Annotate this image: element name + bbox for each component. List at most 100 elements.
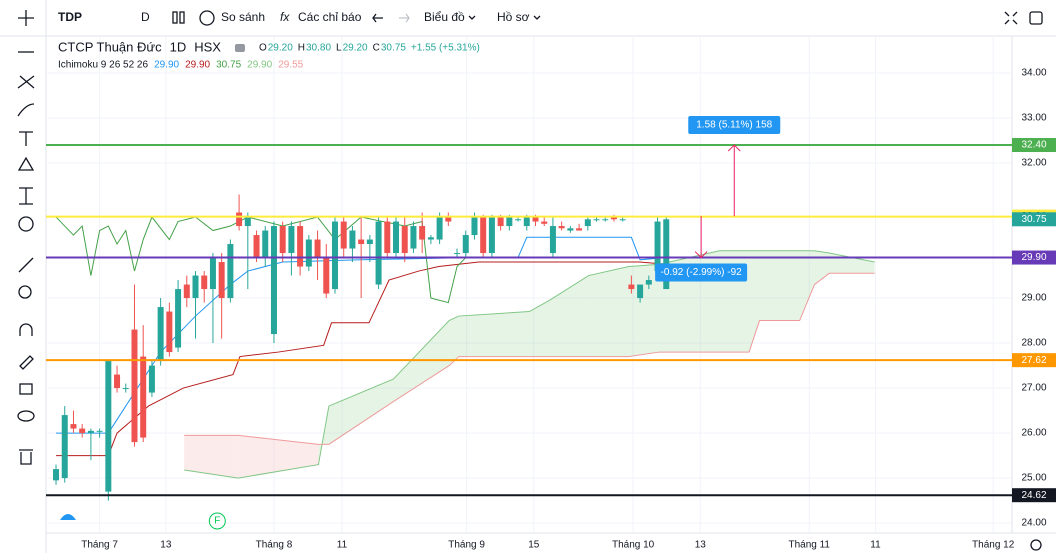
- symbol[interactable]: TDP: [58, 10, 82, 24]
- pattern-tool[interactable]: [17, 156, 35, 171]
- level-label-bg: [1012, 138, 1056, 153]
- draw-lock[interactable]: [19, 355, 34, 370]
- left-toolbar: [17, 10, 35, 465]
- cloud-span: [184, 272, 875, 445]
- candle-body: [663, 219, 670, 290]
- undo[interactable]: [372, 13, 383, 23]
- legend-toggle: [234, 44, 245, 52]
- candle-body: [532, 217, 539, 222]
- profile-menu[interactable]: Hồ sơ: [497, 10, 530, 24]
- legend-text: L: [336, 43, 342, 54]
- candle-body: [488, 217, 495, 254]
- measure-label: 1.58 (5.11%) 158: [696, 120, 772, 131]
- candle-body: [637, 284, 644, 299]
- cloud-segment: [799, 250, 815, 321]
- candle-body: [192, 275, 199, 299]
- candle-body: [157, 307, 164, 362]
- snapshot[interactable]: [1029, 11, 1043, 25]
- crosshair[interactable]: [18, 10, 34, 26]
- magnet[interactable]: [19, 323, 33, 336]
- legend-text: CTCP Thuận Đức: [58, 39, 162, 54]
- level-label: 32.40: [1021, 140, 1046, 151]
- candle-body: [401, 226, 408, 254]
- settings[interactable]: [1030, 539, 1042, 551]
- candle-body: [175, 289, 182, 348]
- level-label-bg: [1012, 488, 1056, 503]
- candle-body: [87, 430, 94, 434]
- zoom[interactable]: [18, 285, 32, 299]
- y-tick-label: 34.00: [1021, 68, 1046, 79]
- candle-body: [471, 217, 478, 236]
- measure-box: [655, 263, 748, 282]
- x-tick-label: Tháng 9: [448, 540, 485, 551]
- candle-body: [454, 253, 461, 255]
- y-tick-label: 24.00: [1021, 518, 1046, 529]
- legend-text: 30.75: [381, 43, 406, 54]
- legend-text: 30.75: [216, 60, 241, 71]
- candle-body: [593, 219, 600, 221]
- arrow-head: [727, 144, 741, 152]
- y-tick-label: 33.00: [1021, 113, 1046, 124]
- compare[interactable]: So sánh: [221, 10, 265, 24]
- emoji-tool[interactable]: [18, 216, 34, 232]
- cloud-segment: [549, 275, 589, 357]
- candle-body: [105, 361, 112, 492]
- measure-label: -0.92 (-2.99%) -92: [661, 267, 743, 278]
- legend-text: 29.90: [185, 60, 210, 71]
- interval[interactable]: D: [141, 10, 150, 24]
- visibility[interactable]: [17, 410, 35, 422]
- candle-body: [262, 230, 269, 258]
- candle-body: [584, 219, 591, 227]
- cloud-segment: [458, 311, 530, 357]
- legend-text: 29.55: [278, 60, 303, 71]
- y-tick-label: 26.00: [1021, 428, 1046, 439]
- candle-body: [506, 217, 513, 227]
- level-label-bg: [1012, 353, 1056, 368]
- prediction-tool[interactable]: [19, 187, 33, 205]
- lock[interactable]: [19, 383, 33, 395]
- candle-body: [628, 284, 635, 290]
- candle-body: [122, 388, 129, 390]
- y-tick-label: 28.00: [1021, 338, 1046, 349]
- legend-text: O: [259, 43, 267, 54]
- candle-body: [384, 221, 391, 254]
- candle-body: [297, 226, 304, 267]
- candle-body: [480, 217, 487, 254]
- legend-text: 29.90: [247, 60, 272, 71]
- brush-tool[interactable]: [17, 103, 35, 117]
- candle-icon[interactable]: [172, 11, 185, 24]
- legend-text: HSX: [194, 39, 221, 54]
- candle-body: [70, 424, 77, 429]
- redo[interactable]: [399, 13, 410, 23]
- text-tool[interactable]: [19, 131, 33, 146]
- last-price-label: 30.75: [1021, 214, 1046, 225]
- fib-tool[interactable]: [17, 75, 35, 89]
- chart-menu[interactable]: Biểu đồ: [424, 10, 465, 24]
- legend-text: 29.20: [343, 43, 368, 54]
- legend-text: 1D: [170, 39, 187, 54]
- x-tick-label: Tháng 11: [788, 540, 830, 551]
- candle-body: [549, 226, 556, 254]
- candle-body: [602, 219, 609, 221]
- candle-body: [227, 244, 234, 299]
- candle-body: [375, 221, 382, 285]
- candle-body: [654, 221, 661, 272]
- compare-icon[interactable]: [199, 10, 215, 26]
- indicators[interactable]: Các chỉ báo: [298, 10, 362, 24]
- cloud-segment: [628, 264, 660, 357]
- cloud-segment: [814, 250, 830, 285]
- x-tick-label: 11: [870, 540, 881, 551]
- fullscreen[interactable]: [1004, 11, 1018, 25]
- candle-body: [393, 221, 400, 254]
- fx-icon[interactable]: fx: [280, 10, 290, 24]
- x-tick-label: 13: [160, 540, 172, 551]
- candle-body: [523, 217, 530, 227]
- trash[interactable]: [19, 449, 33, 465]
- x-tick-label: Tháng 10: [612, 540, 655, 551]
- ruler[interactable]: [18, 257, 34, 273]
- candle-body: [96, 430, 103, 432]
- candle-body: [645, 280, 652, 285]
